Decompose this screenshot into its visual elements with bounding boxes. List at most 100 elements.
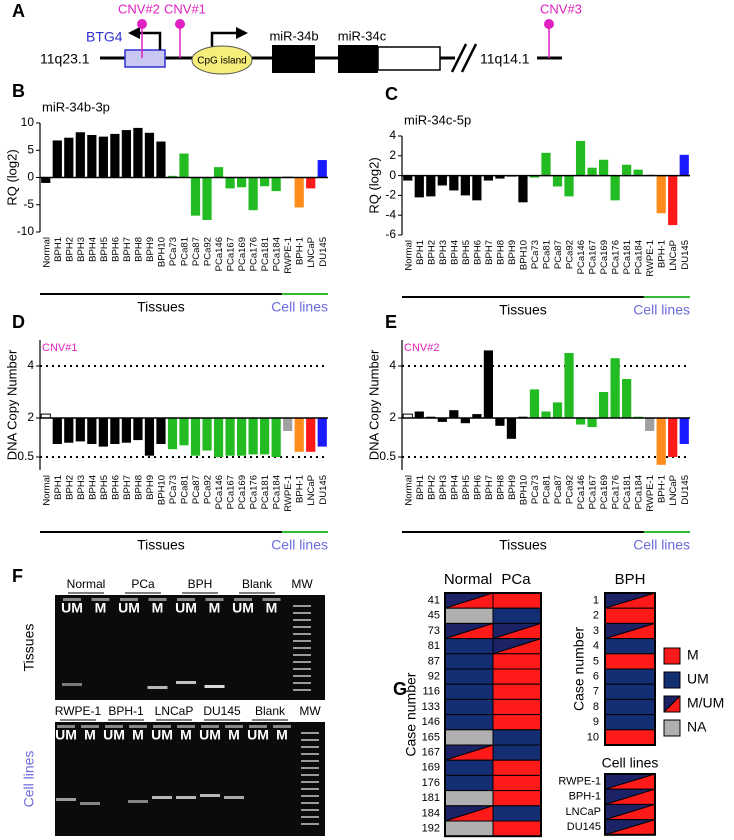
heat-cell — [605, 669, 655, 685]
y-tick-label: 4 — [389, 128, 396, 142]
arrow-head — [128, 27, 140, 39]
heat-cell — [493, 745, 541, 761]
panel-letter: D — [12, 312, 25, 332]
y-tick-label: -2 — [385, 188, 396, 202]
heat-cell — [493, 714, 541, 730]
cell-diagonal — [604, 788, 656, 805]
bar — [144, 132, 155, 178]
bar — [52, 418, 62, 444]
x-tick-label: PCa146 — [576, 240, 587, 274]
gel-well — [234, 598, 252, 601]
bar — [529, 389, 540, 418]
bar — [52, 140, 62, 178]
bar — [190, 177, 201, 216]
bar — [564, 175, 574, 197]
panel-letter: C — [385, 84, 398, 104]
cnv-pin-head — [175, 19, 185, 29]
case-label: 92 — [428, 671, 440, 683]
cnv-label: CNV#1 — [164, 1, 206, 16]
bar — [679, 154, 689, 176]
bar — [598, 159, 609, 176]
ladder-band — [293, 668, 311, 670]
column-header: BPH — [615, 571, 646, 588]
bar — [144, 418, 155, 456]
x-tick-label: PCa167 — [588, 475, 599, 509]
bar — [495, 418, 505, 426]
bar — [633, 169, 643, 176]
bar — [610, 175, 620, 201]
bar — [294, 177, 304, 208]
heat-cell — [493, 775, 541, 791]
panel-letter: F — [12, 566, 23, 586]
gel-well — [57, 725, 75, 728]
bar — [668, 175, 678, 226]
well-label: UM — [61, 600, 83, 616]
heat-cell — [664, 720, 680, 736]
cell-border — [663, 695, 681, 713]
case-label: 4 — [593, 640, 599, 652]
bar — [98, 418, 108, 447]
case-label: 9 — [593, 716, 599, 728]
ladder-band — [301, 788, 319, 790]
lane-label: PCa — [131, 577, 155, 591]
ladder-band — [301, 823, 319, 825]
bar — [645, 418, 655, 431]
bar — [260, 418, 270, 455]
heat-cell — [445, 729, 493, 745]
x-tick-label: PCa169 — [237, 237, 248, 271]
case-label: 5 — [593, 655, 599, 667]
ladder-band — [301, 746, 319, 748]
x-tick-label: BPH7 — [484, 475, 495, 500]
group-label: Cell lines — [633, 537, 690, 553]
cell-diagonal — [604, 592, 656, 609]
heat-cell — [445, 684, 493, 700]
well-label: UM — [247, 727, 269, 743]
heat-cell — [605, 684, 655, 700]
heat-cell — [493, 790, 541, 806]
bar — [668, 418, 678, 457]
bar — [414, 411, 424, 418]
x-tick-label: BPH-1 — [295, 237, 306, 265]
x-tick-label: PCa81 — [180, 475, 191, 504]
heat-cell — [445, 653, 493, 669]
x-tick-label: LNCaP — [668, 475, 679, 506]
lane-label: Normal — [67, 577, 106, 591]
ladder-band — [293, 647, 311, 649]
heat-cell — [605, 608, 655, 624]
promoter-arrow — [210, 31, 238, 50]
bar — [587, 167, 597, 176]
bar — [179, 418, 189, 446]
case-label: 146 — [422, 716, 440, 728]
x-tick-label: PCa184 — [272, 237, 283, 271]
lane-label: Blank — [255, 704, 286, 718]
case-label: 184 — [422, 807, 440, 819]
x-tick-label: Normal — [403, 475, 414, 506]
table-title: Cell lines — [602, 755, 659, 771]
group-label: Cell lines — [271, 299, 328, 315]
bar — [260, 177, 270, 187]
bar — [449, 410, 459, 418]
x-tick-label: BPH3 — [76, 475, 87, 500]
x-tick-label: LNCaP — [306, 475, 317, 506]
annotation: CNV#2 — [404, 342, 439, 354]
bar — [518, 175, 528, 203]
bar — [306, 177, 316, 189]
side-label: Tissues — [21, 624, 37, 672]
ladder-band — [301, 760, 319, 762]
bar — [472, 175, 482, 201]
ladder-band — [293, 682, 311, 684]
annotation: CNV#1 — [42, 342, 77, 354]
side-label: Cell lines — [21, 751, 37, 808]
x-tick-label: RWPE-1 — [645, 475, 656, 512]
bar — [167, 418, 178, 450]
cpg-island — [191, 45, 253, 75]
x-tick-label: PCa176 — [249, 475, 260, 509]
x-tick-label: DU145 — [318, 475, 329, 505]
bar — [414, 175, 424, 198]
cell-diagonal — [444, 592, 494, 609]
break-mark — [460, 43, 478, 73]
bar — [110, 133, 120, 178]
x-tick-label: RWPE-1 — [283, 237, 294, 274]
